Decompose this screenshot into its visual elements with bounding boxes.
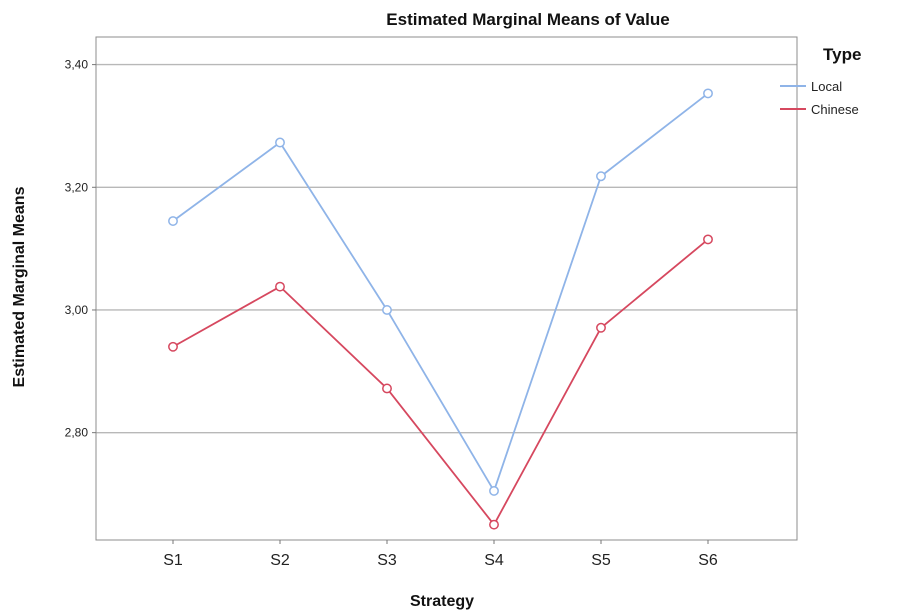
data-point-chinese xyxy=(703,234,713,245)
x-axis-title: Strategy xyxy=(410,593,474,610)
data-point-chinese xyxy=(489,519,499,530)
y-tick-label: 3,00 xyxy=(65,303,89,317)
grid-layer xyxy=(96,63,797,434)
y-axis-title: Estimated Marginal Means xyxy=(11,186,28,387)
axes-layer: 2,80 3,00 3,20 3,40 S1 S2 S3 S4 S5 S6 xyxy=(65,36,798,569)
y-tick-label: 2,80 xyxy=(65,426,89,440)
series-layer xyxy=(168,88,713,530)
chart-title: Estimated Marginal Means of Value xyxy=(386,10,669,29)
data-point-local xyxy=(596,171,606,182)
plot-frame xyxy=(95,36,798,541)
data-point-chinese xyxy=(596,322,606,333)
legend-label-local: Local xyxy=(811,79,842,94)
data-point-local xyxy=(382,305,392,315)
series-line-local xyxy=(172,92,709,492)
legend: Local Chinese xyxy=(780,79,859,117)
data-point-chinese xyxy=(168,341,178,352)
y-tick-label: 3,40 xyxy=(65,58,89,72)
x-tick-label: S3 xyxy=(377,552,397,569)
data-point-local xyxy=(168,216,178,226)
x-tick-label: S6 xyxy=(698,552,718,569)
y-tick-label: 3,20 xyxy=(65,180,89,194)
series-line-chinese xyxy=(172,238,709,526)
legend-label-chinese: Chinese xyxy=(811,102,859,117)
legend-title: Type xyxy=(823,45,861,64)
data-point-chinese xyxy=(382,383,392,394)
x-tick-label: S5 xyxy=(591,552,611,569)
data-point-chinese xyxy=(275,281,285,292)
data-point-local xyxy=(703,88,713,99)
data-point-local xyxy=(489,485,499,496)
x-tick-label: S1 xyxy=(163,552,183,569)
x-tick-label: S2 xyxy=(270,552,290,569)
data-point-local xyxy=(275,137,285,148)
x-tick-label: S4 xyxy=(484,552,504,569)
